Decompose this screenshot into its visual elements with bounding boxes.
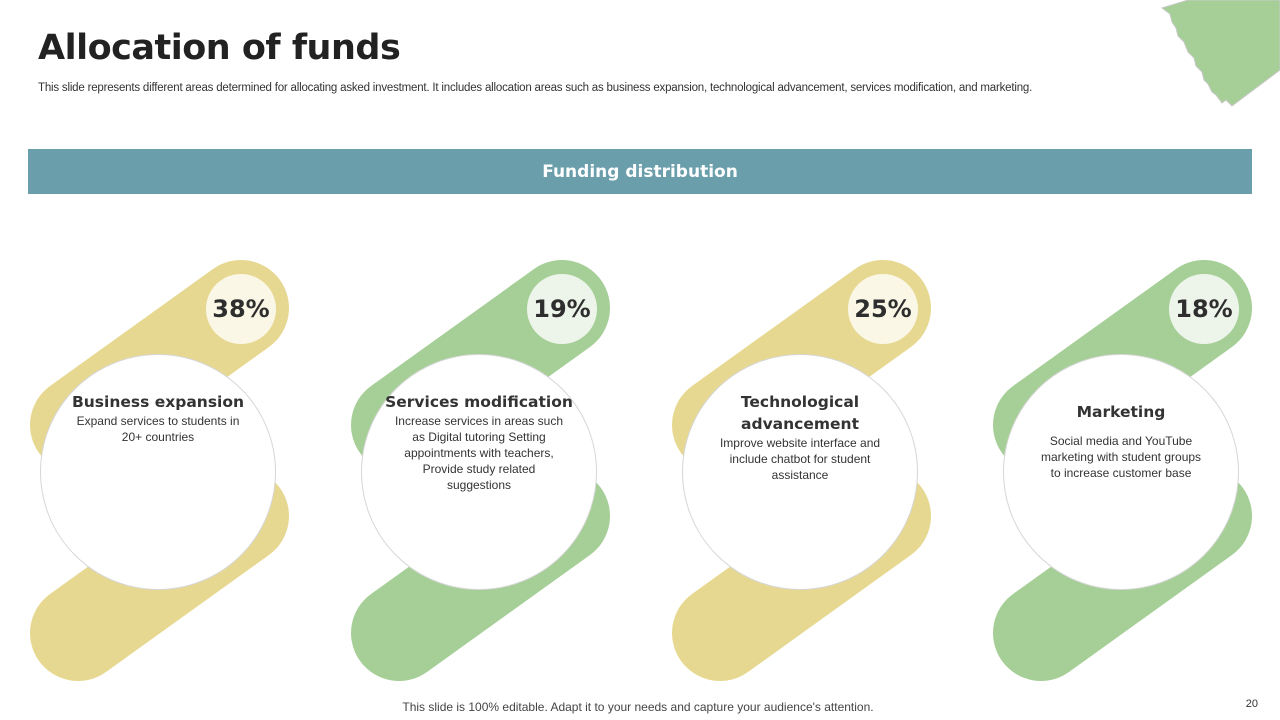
info-circle: Business expansion Expand services to st… [40,354,276,590]
banner-label: Funding distribution [542,161,738,182]
percent-badge: 18% [1169,274,1239,344]
info-circle: Marketing Social media and YouTube marke… [1003,354,1239,590]
allocation-title: Marketing [1076,403,1166,421]
allocation-card-marketing: 18% Marketing Social media and YouTube m… [991,250,1280,690]
torn-paper-corner-decoration [1160,0,1280,107]
allocation-description: Increase services in areas such as Digit… [394,414,564,492]
allocation-title: Technological advancement [740,393,860,433]
allocation-title: Business expansion [71,393,245,411]
percent-value: 19% [533,295,591,323]
allocation-card-business-expansion: 38% Business expansion Expand services t… [28,250,318,690]
footer-note: This slide is 100% editable. Adapt it to… [402,700,874,714]
info-circle: Services modification Increase services … [361,354,597,590]
info-circle: Technological advancement Improve websit… [682,354,918,590]
section-banner: Funding distribution [28,149,1252,194]
page-number: 20 [1245,698,1258,710]
allocation-description: Social media and YouTube marketing with … [1040,434,1202,480]
percent-value: 38% [212,295,270,323]
percent-value: 25% [854,295,912,323]
allocation-title: Services modification [385,393,573,411]
page-subtitle: This slide represents different areas de… [38,82,1033,94]
percent-badge: 38% [206,274,276,344]
percent-badge: 19% [527,274,597,344]
allocation-card-technological-advancement: 25% Technological advancement Improve we… [670,250,960,690]
percent-badge: 25% [848,274,918,344]
percent-value: 18% [1175,295,1233,323]
allocation-description: Expand services to students in 20+ count… [76,414,240,444]
allocation-description: Improve website interface and include ch… [719,436,881,482]
allocation-card-services-modification: 19% Services modification Increase servi… [349,250,639,690]
page-title: Allocation of funds [38,28,401,68]
